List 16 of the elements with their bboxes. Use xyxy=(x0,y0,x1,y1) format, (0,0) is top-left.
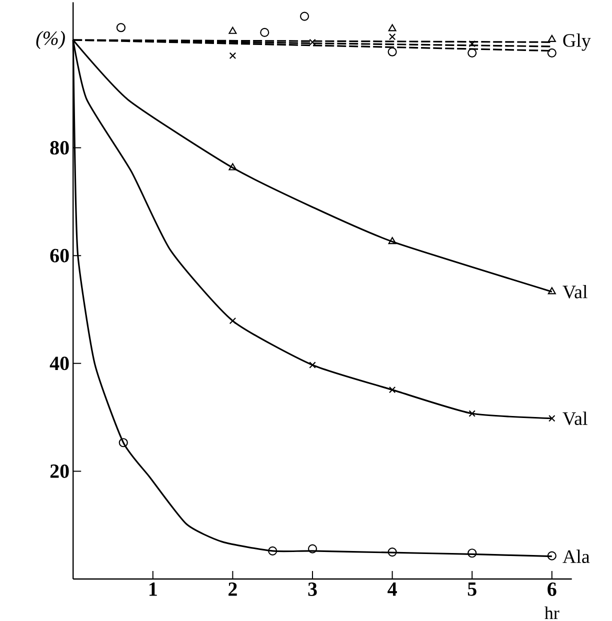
x-tick-label: 5 xyxy=(468,582,476,596)
y-tick-label: 20 xyxy=(50,464,69,478)
series-label: Val xyxy=(562,284,588,298)
y-axis-title: (%) xyxy=(36,30,65,50)
x-axis-title: hr xyxy=(544,606,560,620)
x-tick-label: 2 xyxy=(228,582,237,596)
x-tick-label: 1 xyxy=(150,582,157,596)
series-label: Val xyxy=(562,412,588,426)
x-tick-label: 6 xyxy=(548,582,556,596)
series-label: Gly xyxy=(563,34,591,51)
series-label: Ala xyxy=(562,550,590,564)
y-tick-label: 80 xyxy=(50,141,69,155)
x-tick-label: 4 xyxy=(388,582,397,596)
x-tick-label: 3 xyxy=(308,582,317,596)
y-tick-label: 60 xyxy=(50,248,69,262)
y-tick-label: 40 xyxy=(50,356,69,370)
